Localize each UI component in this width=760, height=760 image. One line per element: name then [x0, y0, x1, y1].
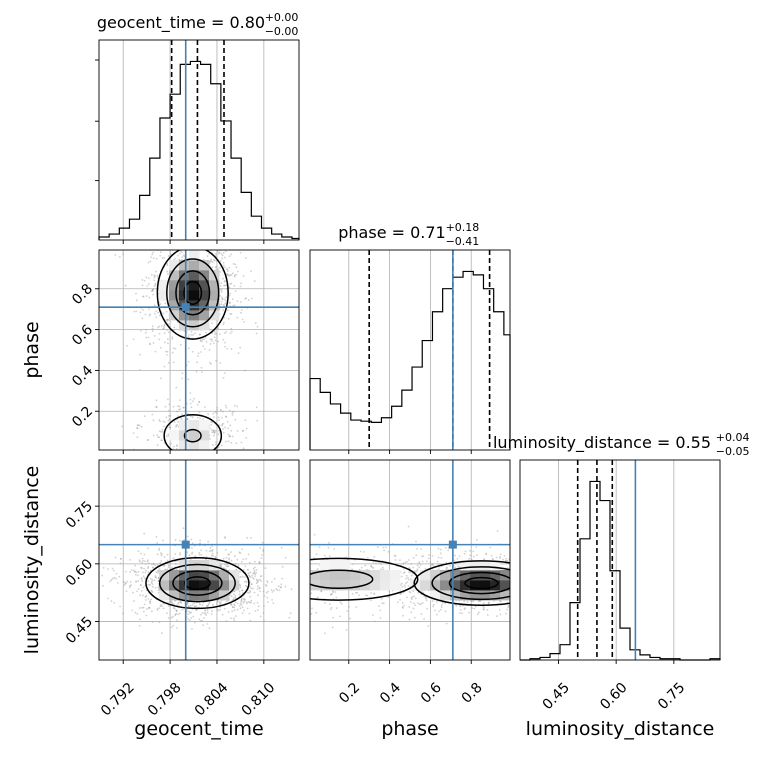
title-upper-luminosity_distance: +0.04 — [716, 431, 750, 444]
contour — [431, 566, 510, 601]
x-tick-label-phase: 0.4 — [377, 680, 404, 707]
x-axis-label-phase: phase — [381, 718, 438, 740]
title-lower-luminosity_distance: −0.05 — [716, 445, 750, 458]
contour — [183, 428, 202, 443]
x-tick-label-phase: 0.8 — [459, 680, 486, 707]
title-upper-phase: +0.18 — [446, 221, 480, 234]
truth-marker — [448, 540, 457, 549]
contour — [158, 563, 236, 603]
y-tick-label-luminosity_distance: 0.45 — [63, 614, 96, 647]
truth-marker — [181, 540, 190, 549]
y-tick-label-luminosity_distance: 0.60 — [63, 556, 96, 589]
contour — [172, 570, 223, 596]
title-lower-geocent_time: −0.00 — [265, 25, 299, 38]
histogram-step-geocent_time — [98, 60, 300, 240]
x-tick-label-geocent_time: 0.804 — [192, 680, 232, 720]
contour — [183, 280, 203, 305]
title-geocent_time: geocent_time = 0.80 — [97, 13, 265, 33]
truth-marker — [181, 303, 190, 312]
density-geocent_time-vs-luminosity_distance — [95, 459, 300, 664]
contour — [184, 576, 211, 591]
x-axis-label-luminosity_distance: luminosity_distance — [526, 718, 715, 740]
x-tick-label-luminosity_distance: 0.75 — [655, 680, 688, 713]
density-body — [101, 527, 293, 634]
density-geocent_time-vs-phase — [95, 249, 300, 454]
axes-frame — [98, 249, 300, 451]
contour — [310, 557, 419, 601]
x-tick-label-geocent_time: 0.798 — [145, 680, 185, 720]
y-tick-label-luminosity_distance: 0.75 — [63, 498, 96, 531]
contour — [464, 576, 499, 590]
contour — [163, 414, 223, 450]
contour — [156, 250, 229, 340]
histogram-phase: phase = 0.71 +0.18−0.41 — [309, 221, 511, 454]
x-tick-label-luminosity_distance: 0.60 — [597, 680, 630, 713]
y-tick-label-phase: 0.2 — [69, 403, 96, 430]
y-axis-label-phase: phase — [21, 321, 43, 378]
contour — [413, 560, 510, 606]
density-body — [310, 525, 510, 635]
axes-frame — [519, 459, 721, 661]
x-tick-label-geocent_time: 0.810 — [239, 680, 279, 720]
density-phase-vs-luminosity_distance — [309, 459, 511, 664]
axes-frame — [309, 249, 511, 451]
contour — [175, 270, 211, 316]
contour — [145, 556, 250, 610]
y-axis-label-luminosity_distance: luminosity_distance — [21, 466, 43, 655]
x-tick-label-phase: 0.6 — [418, 680, 445, 707]
histogram-step-phase — [309, 270, 511, 450]
axes-frame — [98, 39, 300, 241]
title-upper-geocent_time: +0.00 — [265, 11, 299, 24]
y-tick-label-phase: 0.4 — [69, 363, 96, 390]
y-tick-label-phase: 0.6 — [69, 322, 96, 349]
y-tick-label-phase: 0.8 — [69, 281, 96, 308]
histogram-step-luminosity_distance — [520, 480, 721, 661]
histogram-luminosity_distance: luminosity_distance = 0.55 +0.04−0.05 — [493, 431, 750, 661]
contour — [310, 569, 374, 589]
histogram-geocent_time: geocent_time = 0.80 +0.00−0.00 — [95, 11, 300, 244]
title-luminosity_distance: luminosity_distance = 0.55 — [493, 433, 711, 453]
axes-frame — [309, 459, 511, 661]
axes-frame — [98, 459, 300, 661]
x-tick-label-phase: 0.2 — [336, 680, 363, 707]
x-tick-label-luminosity_distance: 0.45 — [540, 680, 573, 713]
contour — [166, 258, 220, 328]
x-tick-label-geocent_time: 0.792 — [98, 680, 138, 720]
title-phase: phase = 0.71 — [338, 223, 445, 242]
contour — [448, 571, 510, 595]
title-lower-phase: −0.41 — [446, 235, 480, 248]
x-axis-label-geocent_time: geocent_time — [134, 718, 263, 740]
